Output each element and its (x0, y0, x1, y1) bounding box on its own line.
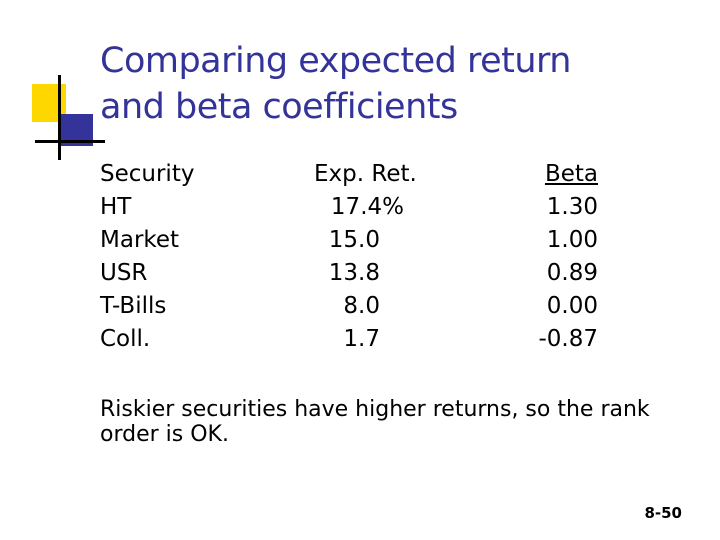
horizontal-line-decoration (35, 140, 105, 143)
beta-cell: 0.89 (546, 260, 598, 286)
security-column: Security HT Market USR T-Bills Coll. (100, 158, 194, 356)
conclusion-note: Riskier securities have higher returns, … (100, 397, 650, 447)
beta-column: Beta 1.30 1.00 0.89 0.00 -0.87 (528, 158, 598, 356)
security-cell: USR (100, 260, 148, 286)
beta-header: Beta (544, 161, 598, 187)
security-cell: T-Bills (100, 293, 167, 319)
slide-title-line-2: and beta coefficients (100, 87, 458, 127)
expected-return-header: Exp. Ret. (314, 161, 417, 187)
slide-title-line-1: Comparing expected return (100, 41, 572, 81)
security-cell: Market (100, 227, 180, 253)
expected-return-cell: 1.7 (343, 326, 380, 352)
expected-return-cell: 8.0 (343, 293, 380, 319)
beta-cell: 1.30 (546, 194, 598, 220)
vertical-line-decoration (58, 75, 61, 160)
beta-cell: 0.00 (546, 293, 598, 319)
expected-return-cell: 15.0 (328, 227, 380, 253)
expected-return-cell: 13.8 (328, 260, 380, 286)
expected-return-cell: 17.4% (330, 194, 404, 220)
security-cell: HT (100, 194, 132, 220)
slide-number: 8-50 (644, 504, 682, 522)
expected-return-column: Exp. Ret. 17.4% 15.0 13.8 8.0 1.7 (314, 158, 424, 356)
beta-cell: -0.87 (538, 326, 598, 352)
slide-title: Comparing expected return and beta coeff… (100, 38, 700, 130)
security-header: Security (100, 161, 195, 187)
beta-cell: 1.00 (546, 227, 598, 253)
security-cell: Coll. (100, 326, 151, 352)
